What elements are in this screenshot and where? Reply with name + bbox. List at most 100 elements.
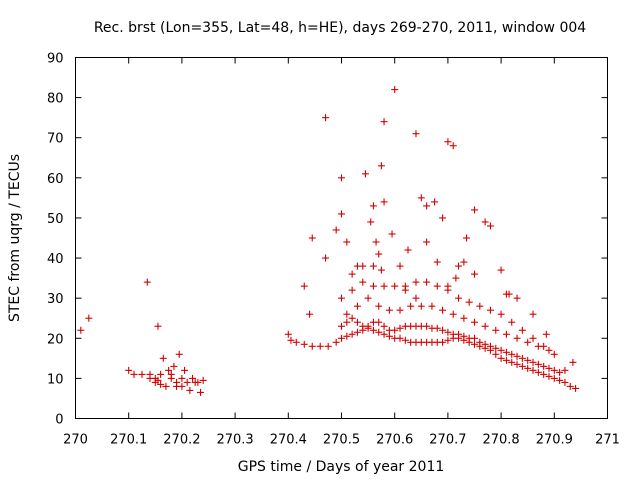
data-point — [497, 310, 505, 318]
data-point — [199, 376, 207, 384]
data-point — [540, 362, 548, 370]
x-tick-label: 270 — [63, 433, 88, 448]
data-point — [569, 358, 577, 366]
data-point — [481, 218, 489, 226]
data-point — [452, 274, 460, 282]
data-point — [545, 364, 553, 372]
data-point — [508, 358, 516, 366]
data-point — [561, 378, 569, 386]
data-point — [417, 302, 425, 310]
data-point — [513, 294, 521, 302]
data-point — [287, 336, 295, 344]
data-point — [433, 324, 441, 332]
data-point — [324, 342, 332, 350]
data-point — [433, 258, 441, 266]
data-point — [439, 326, 447, 334]
x-axis-label: GPS time / Days of year 2011 — [238, 459, 445, 475]
data-point — [359, 278, 367, 286]
data-point — [486, 222, 494, 230]
y-tick-label: 60 — [47, 172, 64, 187]
data-point — [396, 306, 404, 314]
x-tick-label: 270.4 — [270, 433, 307, 448]
data-point — [154, 322, 162, 330]
data-point — [367, 218, 375, 226]
y-tick-label: 50 — [47, 212, 64, 227]
data-point — [146, 370, 154, 378]
data-point — [524, 356, 532, 364]
data-point — [439, 306, 447, 314]
data-point — [502, 330, 510, 338]
data-point — [353, 318, 361, 326]
data-point — [377, 162, 385, 170]
data-point — [162, 382, 170, 390]
data-point — [550, 350, 558, 358]
data-point — [550, 374, 558, 382]
data-point — [308, 342, 316, 350]
data-point — [300, 340, 308, 348]
data-point — [455, 294, 463, 302]
data-point — [380, 322, 388, 330]
data-point — [143, 278, 151, 286]
data-point — [194, 378, 202, 386]
data-point — [534, 368, 542, 376]
x-tick-label: 270.8 — [482, 433, 519, 448]
data-point — [388, 230, 396, 238]
data-point — [396, 334, 404, 342]
data-point — [375, 302, 383, 310]
y-tick-label: 80 — [47, 92, 64, 107]
data-point — [542, 330, 550, 338]
data-point — [471, 340, 478, 348]
data-point — [513, 360, 521, 368]
data-point — [375, 328, 383, 336]
data-point — [513, 334, 521, 342]
data-point — [165, 366, 173, 374]
data-point — [471, 334, 478, 342]
data-point — [407, 302, 415, 310]
data-point — [375, 318, 383, 326]
plot-frame — [75, 57, 608, 419]
data-point — [167, 374, 175, 382]
data-point — [332, 338, 340, 346]
data-point — [444, 282, 452, 290]
chart-title: Rec. brst (Lon=355, Lat=48, h=HE), days … — [94, 20, 586, 36]
y-tick-label: 70 — [47, 132, 64, 147]
data-point — [545, 346, 553, 354]
data-point — [455, 262, 463, 270]
data-point — [338, 334, 345, 342]
data-point — [476, 302, 484, 310]
data-point — [572, 384, 580, 392]
data-point — [343, 310, 351, 318]
data-point — [471, 318, 478, 326]
data-point — [343, 238, 351, 246]
data-point — [518, 326, 526, 334]
data-point — [348, 270, 356, 278]
data-point — [529, 310, 537, 318]
data-point — [486, 306, 494, 314]
data-point — [359, 262, 367, 270]
data-point — [338, 174, 345, 182]
data-point — [292, 338, 300, 346]
data-point — [455, 330, 463, 338]
data-point — [524, 364, 532, 372]
data-point — [197, 388, 205, 396]
data-point — [380, 330, 388, 338]
data-point — [353, 302, 361, 310]
data-point — [308, 234, 316, 242]
y-tick-label: 0 — [55, 413, 63, 428]
data-point — [306, 310, 314, 318]
data-point — [364, 294, 372, 302]
data-point — [186, 386, 194, 394]
data-point — [401, 336, 409, 344]
data-point — [412, 130, 420, 138]
y-tick-label: 20 — [47, 332, 64, 347]
data-point — [460, 314, 468, 322]
data-point — [508, 350, 516, 358]
data-point — [369, 326, 377, 334]
data-point — [476, 338, 484, 346]
data-point — [439, 214, 447, 222]
data-point — [348, 286, 356, 294]
x-tick-label: 270.5 — [323, 433, 360, 448]
data-point — [175, 350, 183, 358]
data-point — [444, 328, 452, 336]
x-tick-label: 270.2 — [163, 433, 200, 448]
